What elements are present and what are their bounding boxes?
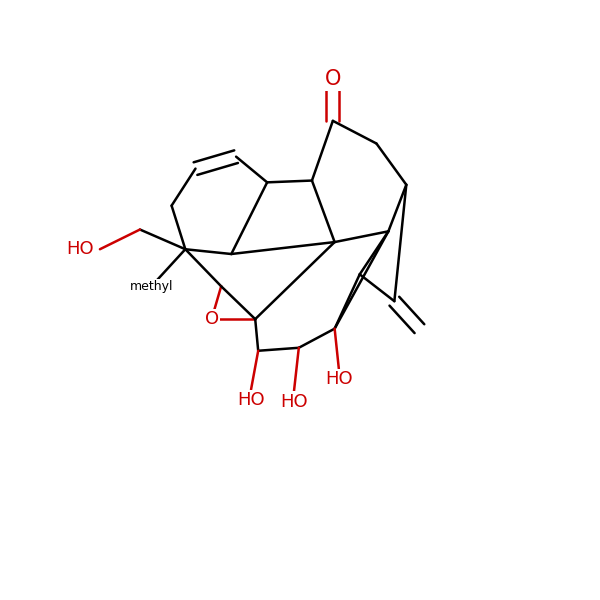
Text: methyl: methyl xyxy=(130,280,173,293)
Text: HO: HO xyxy=(237,391,265,409)
Text: HO: HO xyxy=(67,240,94,258)
Text: HO: HO xyxy=(280,392,308,410)
Text: HO: HO xyxy=(325,370,353,388)
Text: O: O xyxy=(205,310,218,328)
Text: O: O xyxy=(325,69,341,89)
